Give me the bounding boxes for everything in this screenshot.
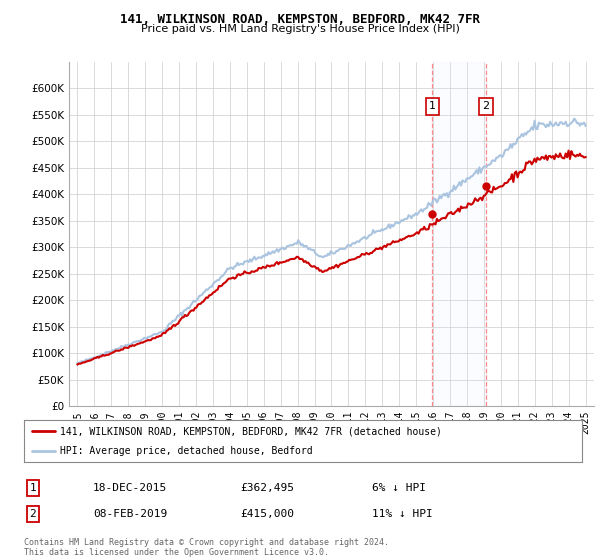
Text: 6% ↓ HPI: 6% ↓ HPI: [372, 483, 426, 493]
Text: 141, WILKINSON ROAD, KEMPSTON, BEDFORD, MK42 7FR: 141, WILKINSON ROAD, KEMPSTON, BEDFORD, …: [120, 13, 480, 26]
Text: 1: 1: [29, 483, 37, 493]
Text: 2: 2: [482, 101, 489, 111]
Bar: [433, 62, 485, 406]
Text: 141, WILKINSON ROAD, KEMPSTON, BEDFORD, MK42 7FR (detached house): 141, WILKINSON ROAD, KEMPSTON, BEDFORD, …: [60, 426, 442, 436]
Text: Contains HM Land Registry data © Crown copyright and database right 2024.
This d: Contains HM Land Registry data © Crown c…: [24, 538, 389, 557]
Text: £362,495: £362,495: [240, 483, 294, 493]
Text: 2: 2: [29, 509, 37, 519]
Text: 11% ↓ HPI: 11% ↓ HPI: [372, 509, 433, 519]
Text: 18-DEC-2015: 18-DEC-2015: [93, 483, 167, 493]
Text: HPI: Average price, detached house, Bedford: HPI: Average price, detached house, Bedf…: [60, 446, 313, 456]
Text: 1: 1: [429, 101, 436, 111]
Text: £415,000: £415,000: [240, 509, 294, 519]
Text: 08-FEB-2019: 08-FEB-2019: [93, 509, 167, 519]
Text: Price paid vs. HM Land Registry's House Price Index (HPI): Price paid vs. HM Land Registry's House …: [140, 24, 460, 34]
